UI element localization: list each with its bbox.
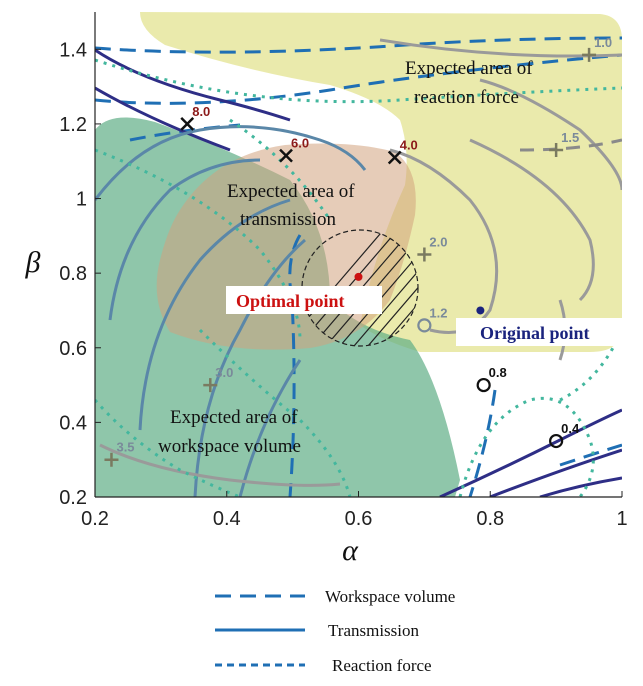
- contour-value-label: 3.0: [215, 365, 233, 380]
- x-ticks: 0.2 0.4 0.6 0.8 1: [81, 491, 628, 530]
- y-tick-label: 0.4: [59, 412, 87, 434]
- contour-value-label: 2.0: [429, 235, 447, 250]
- y-tick-label: 0.2: [59, 487, 87, 509]
- workspace-volume-area-label-line2: workspace volume: [158, 436, 301, 457]
- x-tick-label: 1: [616, 508, 627, 530]
- y-ticks: 0.2 0.4 0.6 0.8 1 1.2 1.4: [59, 39, 101, 509]
- reaction-force-area-label-line1: Expected area of: [405, 58, 533, 79]
- x-tick-label: 0.2: [81, 508, 109, 530]
- contour-marker-plus: [582, 47, 597, 62]
- legend-label-transmission: Transmission: [328, 621, 420, 640]
- contour-value-label: 8.0: [192, 104, 210, 119]
- optimal-point-marker: [354, 272, 363, 281]
- x-tick-label: 0.8: [476, 508, 504, 530]
- original-point-marker: [476, 306, 485, 315]
- contour-marker-circle: [417, 318, 432, 333]
- x-tick-label: 0.6: [345, 508, 373, 530]
- contour-value-label: 0.4: [561, 421, 580, 436]
- legend-label-workspace-volume: Workspace volume: [325, 587, 455, 606]
- contour-marker-circle: [549, 433, 564, 449]
- contour-marker-plus: [417, 247, 432, 262]
- y-tick-label: 0.8: [59, 263, 87, 285]
- x-tick-label: 0.4: [213, 508, 241, 530]
- x-axis-label: α: [342, 534, 359, 567]
- contour-value-label: 1.2: [429, 305, 447, 320]
- contour-labels: 8.0 6.0 4.0 2.0 1.0 1.5 1.2 0.8 0.4 3.0 3.5: [104, 35, 612, 467]
- legend-label-reaction-force: Reaction force: [332, 656, 432, 675]
- reaction-force-dotted-contours: [95, 58, 622, 497]
- optimal-point-label: Optimal point: [236, 291, 345, 311]
- y-tick-label: 0.6: [59, 338, 87, 360]
- y-tick-label: 1.4: [59, 39, 87, 61]
- contour-value-label: 0.8: [489, 365, 507, 380]
- transmission-contours-dark: [95, 48, 622, 497]
- contour-marker-x: [180, 117, 195, 131]
- gray-dashed-contour: [519, 138, 622, 152]
- original-point-label: Original point: [480, 323, 590, 343]
- contour-value-label: 3.5: [116, 440, 134, 455]
- contour-value-label: 1.0: [594, 35, 612, 50]
- reaction-force-region: [140, 12, 622, 352]
- y-axis-label: β: [25, 246, 41, 279]
- contour-marker-plus: [549, 143, 564, 158]
- contour-marker-x: [387, 150, 402, 165]
- transmission-area-label-line1: Expected area of: [227, 181, 355, 202]
- transmission-area-label-line2: transmission: [240, 209, 337, 230]
- contour-marker-x: [279, 148, 293, 163]
- contour-marker-plus: [104, 452, 119, 467]
- reaction-force-area-label-line2: reaction force: [414, 87, 519, 108]
- contour-value-label: 4.0: [400, 138, 418, 153]
- workspace-volume-area-label-line1: Expected area of: [170, 407, 298, 428]
- original-label-bg: [456, 318, 626, 346]
- optimal-label-bg: [226, 286, 382, 314]
- contour-value-label: 6.0: [291, 136, 309, 151]
- contour-marker-plus: [203, 378, 218, 393]
- y-tick-label: 1: [76, 189, 87, 211]
- contour-marker-circle: [476, 377, 491, 393]
- contour-value-label: 1.5: [561, 130, 579, 145]
- points: [354, 272, 485, 315]
- legend: Workspace volume Transmission Reaction f…: [215, 587, 455, 675]
- y-tick-label: 1.2: [59, 114, 87, 136]
